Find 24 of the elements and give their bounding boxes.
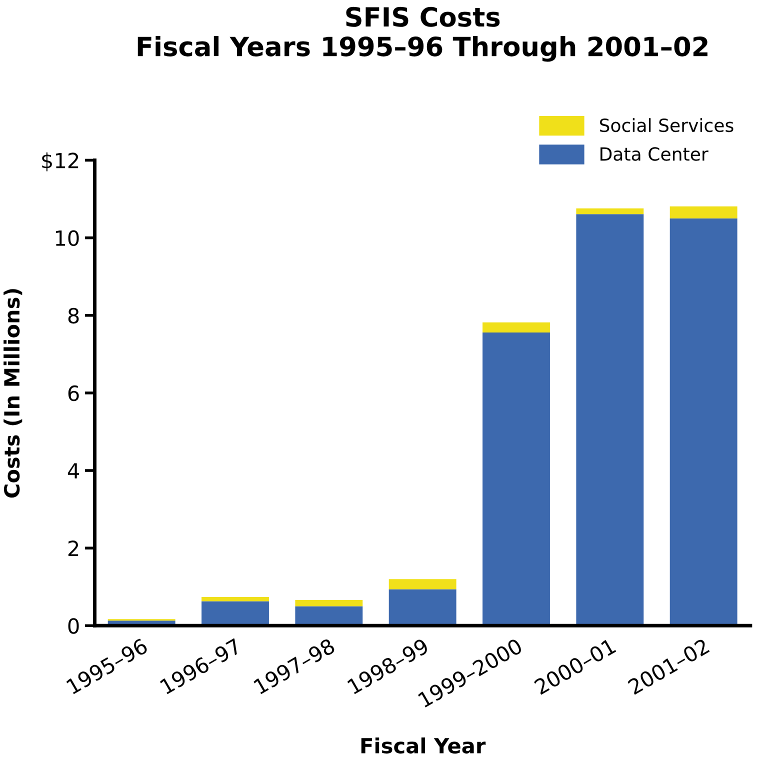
bar: [576, 208, 644, 214]
bar: [482, 322, 550, 332]
bar: [388, 579, 456, 590]
bar: [295, 600, 363, 606]
bar: [202, 601, 269, 626]
y-tick-label: 4: [68, 463, 79, 478]
y-tick-label: 8: [68, 308, 79, 324]
y-tick-label: 6: [68, 385, 79, 402]
bar: [576, 214, 644, 626]
legend-label: Social Services: [600, 118, 734, 132]
bar: [295, 606, 363, 626]
y-tick-label: 0: [68, 618, 79, 634]
bar: [388, 589, 456, 626]
bar: [202, 596, 269, 602]
x-axis-title: Fiscal Year: [361, 737, 486, 754]
legend-label: Data Center: [600, 147, 708, 161]
bar: [670, 218, 738, 626]
y-tick-label: $12: [42, 152, 78, 172]
y-tick-label: 10: [56, 230, 79, 246]
bar: [670, 206, 738, 218]
y-tick-label: 2: [68, 540, 78, 556]
chart-title: SFIS Costs Fiscal Years 1995–96 Through 2001–02: [138, 6, 708, 62]
bar: [482, 332, 550, 626]
y-axis-title: Costs (In Millions): [4, 289, 22, 498]
